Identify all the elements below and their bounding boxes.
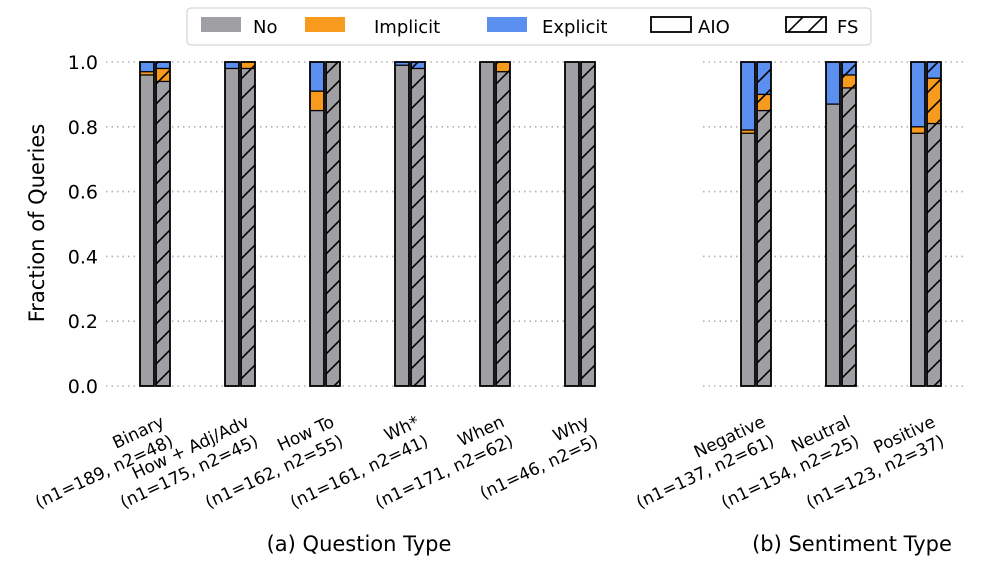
bar-fs-outline — [495, 61, 511, 387]
bar-fs-hatch — [326, 62, 340, 386]
bar-aio-outline — [479, 61, 495, 387]
bar-aio-implicit — [310, 91, 324, 111]
bar-aio-outline — [825, 61, 841, 387]
bar-aio-no — [310, 110, 324, 386]
bar-fs-outline — [240, 61, 256, 387]
bar-aio-outline — [309, 61, 325, 387]
bar-fs-outline — [410, 61, 426, 387]
bar-aio-no — [826, 104, 840, 387]
bar-fs-hatch — [156, 62, 170, 386]
bar-aio-no — [480, 62, 494, 386]
y-axis-label: Fraction of Queries — [25, 124, 49, 323]
legend: No Implicit Explicit AIO FS — [186, 7, 872, 46]
bar-fs-hatch — [241, 62, 255, 386]
bar-aio-no — [395, 65, 409, 387]
bar-fs-hatch — [927, 62, 941, 386]
bar-fs-hatch — [842, 62, 856, 386]
y-tick-label: 0.6 — [68, 182, 98, 204]
bar-aio-implicit — [911, 126, 925, 134]
legend-label-fs: FS — [837, 17, 858, 38]
legend-swatch-no — [201, 17, 241, 32]
legend-label-explicit: Explicit — [542, 17, 607, 38]
y-tick-label: 0.0 — [68, 376, 98, 398]
y-tick-label: 0.4 — [68, 246, 98, 268]
bar-aio-explicit — [140, 62, 154, 72]
legend-swatch-explicit — [487, 17, 527, 32]
bar-aio-outline — [394, 61, 410, 387]
bar-fs-hatch — [496, 62, 510, 386]
bar-fs-outline — [155, 61, 171, 387]
y-tick-label: 0.2 — [68, 311, 98, 333]
bar-aio-explicit — [225, 62, 239, 69]
bar-aio-no — [911, 133, 925, 386]
y-tick-label: 1.0 — [68, 52, 98, 74]
bar-aio-outline — [224, 61, 240, 387]
bar-aio-implicit — [140, 71, 154, 75]
bar-aio-explicit — [741, 62, 755, 131]
bar-aio-no — [140, 74, 154, 387]
y-tick-label: 0.8 — [68, 117, 98, 139]
legend-label-aio: AIO — [698, 17, 730, 38]
bar-aio-explicit — [826, 62, 840, 105]
bar-fs-hatch — [757, 62, 771, 386]
legend-label-no: No — [253, 17, 277, 38]
bar-fs-hatch — [581, 62, 595, 386]
panel-title-question-type: (a) Question Type — [267, 532, 452, 556]
bar-fs-outline — [325, 61, 341, 387]
bar-fs-outline — [841, 61, 857, 387]
bar-aio-outline — [139, 61, 155, 387]
bar-aio-no — [741, 133, 755, 386]
bar-aio-explicit — [310, 62, 324, 92]
bar-fs-hatch — [411, 62, 425, 386]
legend-swatch-fs — [785, 16, 827, 33]
bar-fs-outline — [756, 61, 772, 387]
bar-aio-explicit — [911, 62, 925, 127]
legend-label-implicit: Implicit — [374, 17, 440, 38]
y-axis-ticks: 0.0 0.2 0.4 0.6 0.8 1.0 — [68, 52, 98, 398]
x-axis-labels: Binary(n1=189, n2=48)How + Adj/Adv(n1=17… — [32, 412, 947, 513]
bar-fs-outline — [580, 61, 596, 387]
bar-fs-outline — [926, 61, 942, 387]
bars — [139, 61, 942, 387]
bar-aio-no — [565, 62, 579, 386]
legend-frame — [186, 7, 872, 46]
bar-aio-no — [225, 68, 239, 386]
bar-aio-explicit — [395, 62, 409, 66]
legend-swatch-implicit — [305, 17, 345, 32]
panel-title-sentiment-type: (b) Sentiment Type — [752, 532, 952, 556]
bar-aio-implicit — [741, 130, 755, 134]
bar-aio-outline — [910, 61, 926, 387]
bar-aio-outline — [564, 61, 580, 387]
legend-swatch-aio — [650, 16, 692, 33]
bar-aio-outline — [740, 61, 756, 387]
